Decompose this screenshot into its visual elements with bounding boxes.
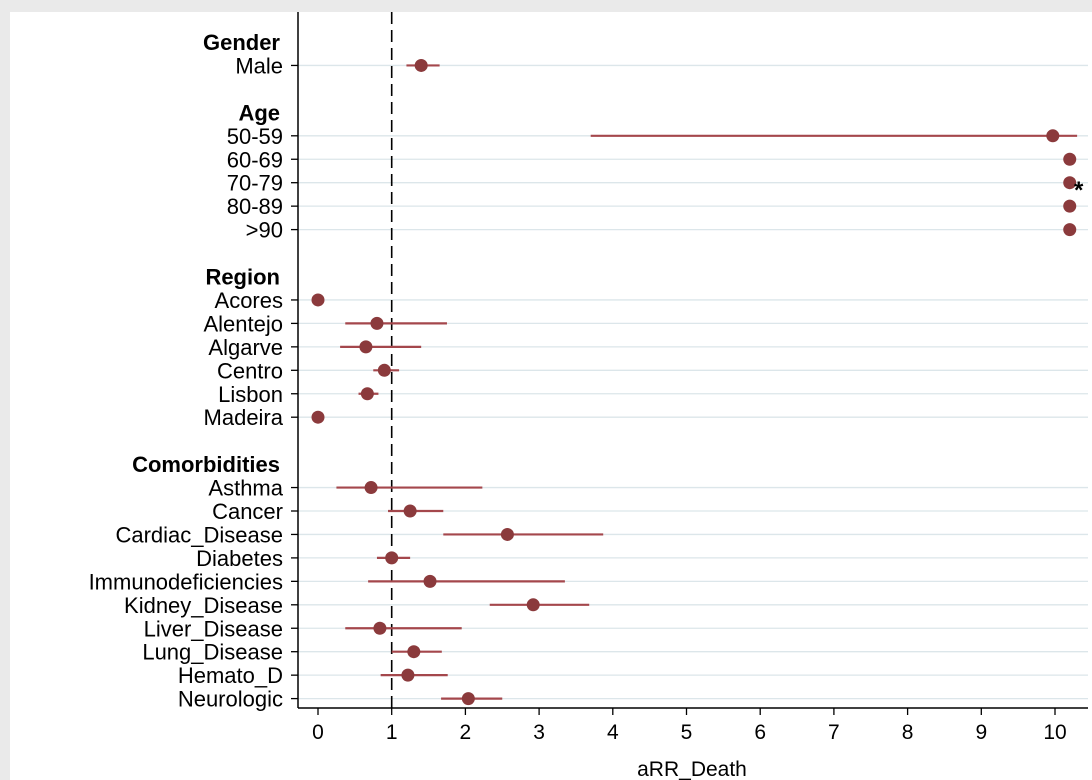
category-label: 70-79 [227, 171, 283, 196]
point-estimate [403, 504, 417, 518]
x-tick-label: 4 [607, 721, 619, 744]
point-estimate [311, 293, 325, 307]
x-axis-ticks: 0 1 2 3 4 5 6 7 8 9 10 [312, 708, 1067, 744]
group-heading-region: Region [205, 265, 280, 290]
x-tick-label: 1 [386, 721, 398, 744]
x-axis-title: aRR_Death [637, 758, 747, 780]
point-estimate [461, 692, 475, 706]
category-label: Asthma [208, 476, 283, 501]
overflow-marker: * [1074, 177, 1084, 204]
category-label: 80-89 [227, 194, 283, 219]
x-tick-label: 5 [681, 721, 693, 744]
category-label: Hemato_D [178, 663, 283, 688]
group-heading-age: Age [238, 100, 280, 125]
point-estimate [526, 598, 540, 612]
point-estimate [407, 645, 421, 659]
point-estimate [373, 621, 387, 635]
point-estimate [423, 574, 437, 588]
point-estimates [311, 58, 1077, 706]
category-label: Liver_Disease [144, 616, 283, 641]
x-tick-label: 2 [460, 721, 472, 744]
category-label: Acores [215, 288, 283, 313]
category-label: Kidney_Disease [124, 593, 283, 618]
point-estimate [401, 668, 415, 682]
category-label: 50-59 [227, 124, 283, 149]
point-estimate [385, 551, 399, 565]
category-label: Diabetes [196, 546, 283, 571]
point-estimate [359, 340, 373, 354]
point-estimate [1063, 152, 1077, 166]
category-label: Lisbon [218, 382, 283, 407]
category-label: Algarve [208, 335, 283, 360]
category-label: Cancer [212, 499, 283, 524]
forest-plot-figure: Gender Male Age 50-59 60-69 70-79 80-89 >90 Regi… [10, 12, 1092, 780]
point-estimate [414, 58, 428, 72]
x-tick-label: 0 [312, 721, 324, 744]
category-label: Male [235, 53, 283, 78]
point-estimate [364, 481, 378, 495]
category-label: Alentejo [203, 311, 283, 336]
grid-lines [298, 64, 1088, 700]
category-label: Lung_Disease [142, 640, 283, 665]
x-tick-label: 3 [533, 721, 545, 744]
point-estimate [360, 387, 374, 401]
point-estimate [377, 363, 391, 377]
point-estimate [1063, 199, 1077, 213]
plot-area [298, 12, 1088, 708]
point-estimate [500, 527, 514, 541]
category-label: Centro [217, 358, 283, 383]
category-label: Cardiac_Disease [115, 522, 283, 547]
category-label: 60-69 [227, 147, 283, 172]
x-tick-label: 6 [754, 721, 766, 744]
x-tick-label: 10 [1043, 721, 1066, 744]
category-label: >90 [246, 218, 283, 243]
point-estimate [1063, 223, 1077, 237]
category-label: Immunodeficiencies [89, 569, 283, 594]
x-tick-label: 8 [902, 721, 914, 744]
x-tick-label: 7 [828, 721, 840, 744]
category-label: Madeira [204, 405, 284, 430]
point-estimate [1046, 129, 1060, 143]
point-estimate [1063, 176, 1077, 190]
group-heading-comorbidities: Comorbidities [132, 452, 280, 477]
x-tick-label: 9 [975, 721, 987, 744]
point-estimate [370, 316, 384, 330]
point-estimate [311, 410, 325, 424]
group-heading-gender: Gender [203, 30, 280, 55]
category-label: Neurologic [178, 687, 283, 712]
